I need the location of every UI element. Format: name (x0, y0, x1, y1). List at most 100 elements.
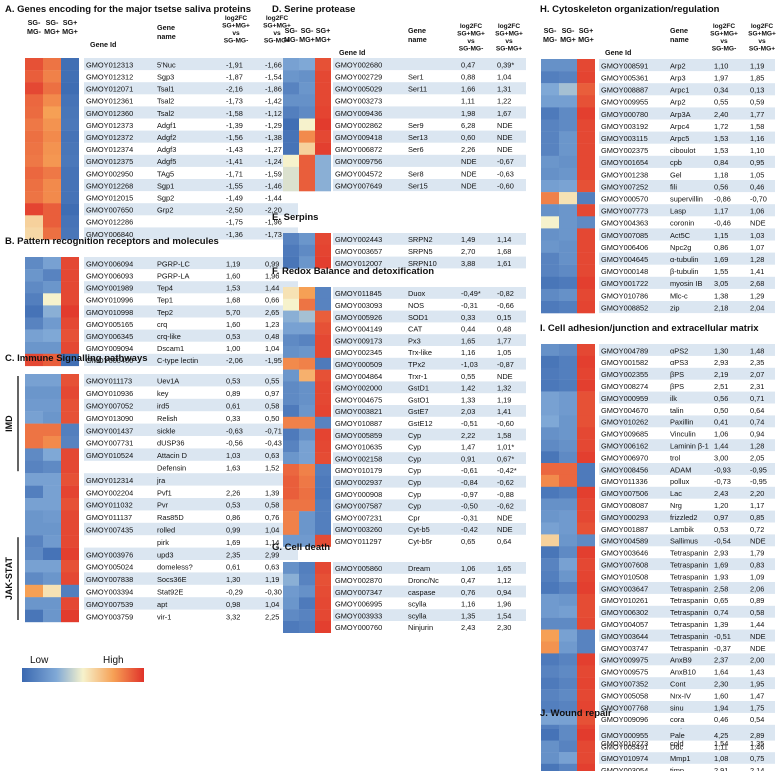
heatmap-cell (25, 215, 43, 228)
panel-B-title: B. Pattern recognition receptors and mol… (5, 236, 219, 247)
heatmap-cell (299, 287, 315, 299)
gene-name: Ser1 (408, 73, 424, 82)
panel-A-geneid-header: Gene Id (90, 40, 116, 49)
heatmap-cell (315, 166, 331, 180)
heatmap-cell (559, 155, 577, 169)
log2fc-sg-mg-minus: 1,53 (714, 146, 728, 155)
panel-J-title: J. Wound repair (540, 708, 612, 719)
heatmap-cell (559, 617, 577, 630)
gene-name: Dronc/Nc (408, 576, 439, 585)
heatmap-cell (283, 106, 299, 119)
heatmap-cell (283, 487, 299, 500)
heatmap-cell (25, 423, 43, 437)
log2fc-sg-mg-minus: 5,70 (226, 308, 240, 317)
heatmap-cell (283, 82, 299, 95)
log2fc-sg-mg-plus: 1,09 (750, 572, 764, 581)
gene-name: GstD1 (408, 384, 429, 393)
log2fc-sg-mg-plus: 2,65 (265, 308, 279, 317)
heatmap-cell (315, 393, 331, 406)
table-row-stripe (599, 83, 775, 96)
gene-id: GMOY007231 (335, 513, 382, 522)
table-row-stripe (333, 233, 526, 245)
log2fc-sg-mg-plus: 1,04 (265, 525, 279, 534)
log2fc-sg-mg-minus: 0,47 (461, 576, 475, 585)
heatmap-cell (577, 558, 595, 571)
gene-id: GMOY007608 (601, 560, 648, 569)
log2fc-sg-mg-minus: 1,69 (226, 538, 240, 547)
heatmap-cell (559, 415, 577, 428)
log2fc-sg-mg-plus: 1,16 (750, 134, 764, 143)
heatmap-cell (299, 310, 315, 323)
gene-name: Socs36E (157, 575, 187, 584)
heatmap-cell (559, 740, 577, 753)
log2fc-sg-mg-plus: 1,96 (497, 600, 511, 609)
gene-id: GMOY003646 (601, 549, 648, 558)
log2fc-sg-mg-plus: 0,71 (750, 394, 764, 403)
log2fc-sg-mg-minus: 1,35 (461, 611, 475, 620)
log2fc-sg-mg-minus: 0,41 (714, 418, 728, 427)
gene-id: GMOY007052 (86, 401, 133, 410)
gene-name: Cyp (408, 466, 421, 475)
gene-name: timp (670, 766, 684, 771)
log2fc-sg-mg-plus: NDE (750, 537, 766, 546)
gene-name: Ras85D (157, 513, 184, 522)
heatmap-cell (541, 570, 559, 583)
gene-name: myosin IB (670, 279, 703, 288)
heatmap-cell (559, 498, 577, 511)
heatmap-cell (61, 535, 79, 548)
heatmap-cell (559, 192, 577, 205)
gene-name: pollux (670, 477, 690, 486)
log2fc-sg-mg-plus: 1,04 (497, 73, 511, 82)
gene-id: GMOY002345 (335, 348, 382, 357)
log2fc-sg-mg-plus: -1,42 (265, 97, 282, 106)
heatmap-cell (315, 118, 331, 131)
heatmap-cell (577, 131, 595, 144)
gene-id: GMOY009094 (86, 344, 133, 353)
heatmap-cell (541, 510, 559, 523)
gene-id: GMOY007539 (86, 600, 133, 609)
log2fc-sg-mg-plus: 1,19 (497, 395, 511, 404)
gene-name: Ser13 (408, 133, 428, 142)
heatmap-cell (559, 689, 577, 702)
log2fc-sg-mg-plus: 1,54 (497, 611, 511, 620)
table-row-stripe (333, 475, 526, 488)
gene-id: GMOY000509 (335, 360, 382, 369)
gene-id: GMOY003054 (601, 766, 648, 771)
log2fc-sg-mg-plus: 0,94 (750, 430, 764, 439)
heatmap-cell (25, 191, 43, 204)
gene-id: GMOY000466 (86, 356, 133, 365)
heatmap-cell (299, 334, 315, 347)
heatmap-cell (25, 485, 43, 499)
heatmap-cell (315, 322, 331, 335)
heatmap-cell (283, 154, 299, 168)
log2fc-sg-mg-minus: 1,06 (461, 564, 475, 573)
heatmap-cell (43, 398, 61, 412)
heatmap-cell (25, 257, 43, 270)
heatmap-cell (559, 355, 577, 368)
gene-name: Ser15 (408, 181, 428, 190)
log2fc-sg-mg-minus: NDE (461, 181, 477, 190)
gene-name: Defensin (157, 463, 186, 472)
gene-name: Arp2 (670, 98, 686, 107)
heatmap-cell (577, 712, 595, 725)
heatmap-cell (43, 341, 61, 354)
log2fc-sg-mg-plus: 0,58 (265, 401, 279, 410)
gene-name: Vinculin (670, 430, 696, 439)
table-row-stripe (599, 367, 775, 380)
gene-id: GMOY002000 (335, 384, 382, 393)
heatmap-cell (577, 355, 595, 368)
gene-name: supervillin (670, 195, 703, 204)
heatmap-cell (43, 269, 61, 282)
heatmap-cell (283, 179, 299, 192)
log2fc-sg-mg-plus: 0,64 (750, 406, 764, 415)
log2fc-sg-mg-minus: 1,00 (226, 344, 240, 353)
gene-name: Gel (670, 170, 682, 179)
log2fc-sg-mg-plus: -0,60 (497, 419, 514, 428)
heatmap-cell (315, 369, 331, 382)
heatmap-cell (559, 403, 577, 416)
gene-name: AnxB9 (670, 656, 692, 665)
heatmap-cell (315, 609, 331, 622)
gene-id: GMOY002158 (335, 454, 382, 463)
gene-id: GMOY012312 (86, 73, 133, 82)
gene-id: GMOY000293 (601, 513, 648, 522)
